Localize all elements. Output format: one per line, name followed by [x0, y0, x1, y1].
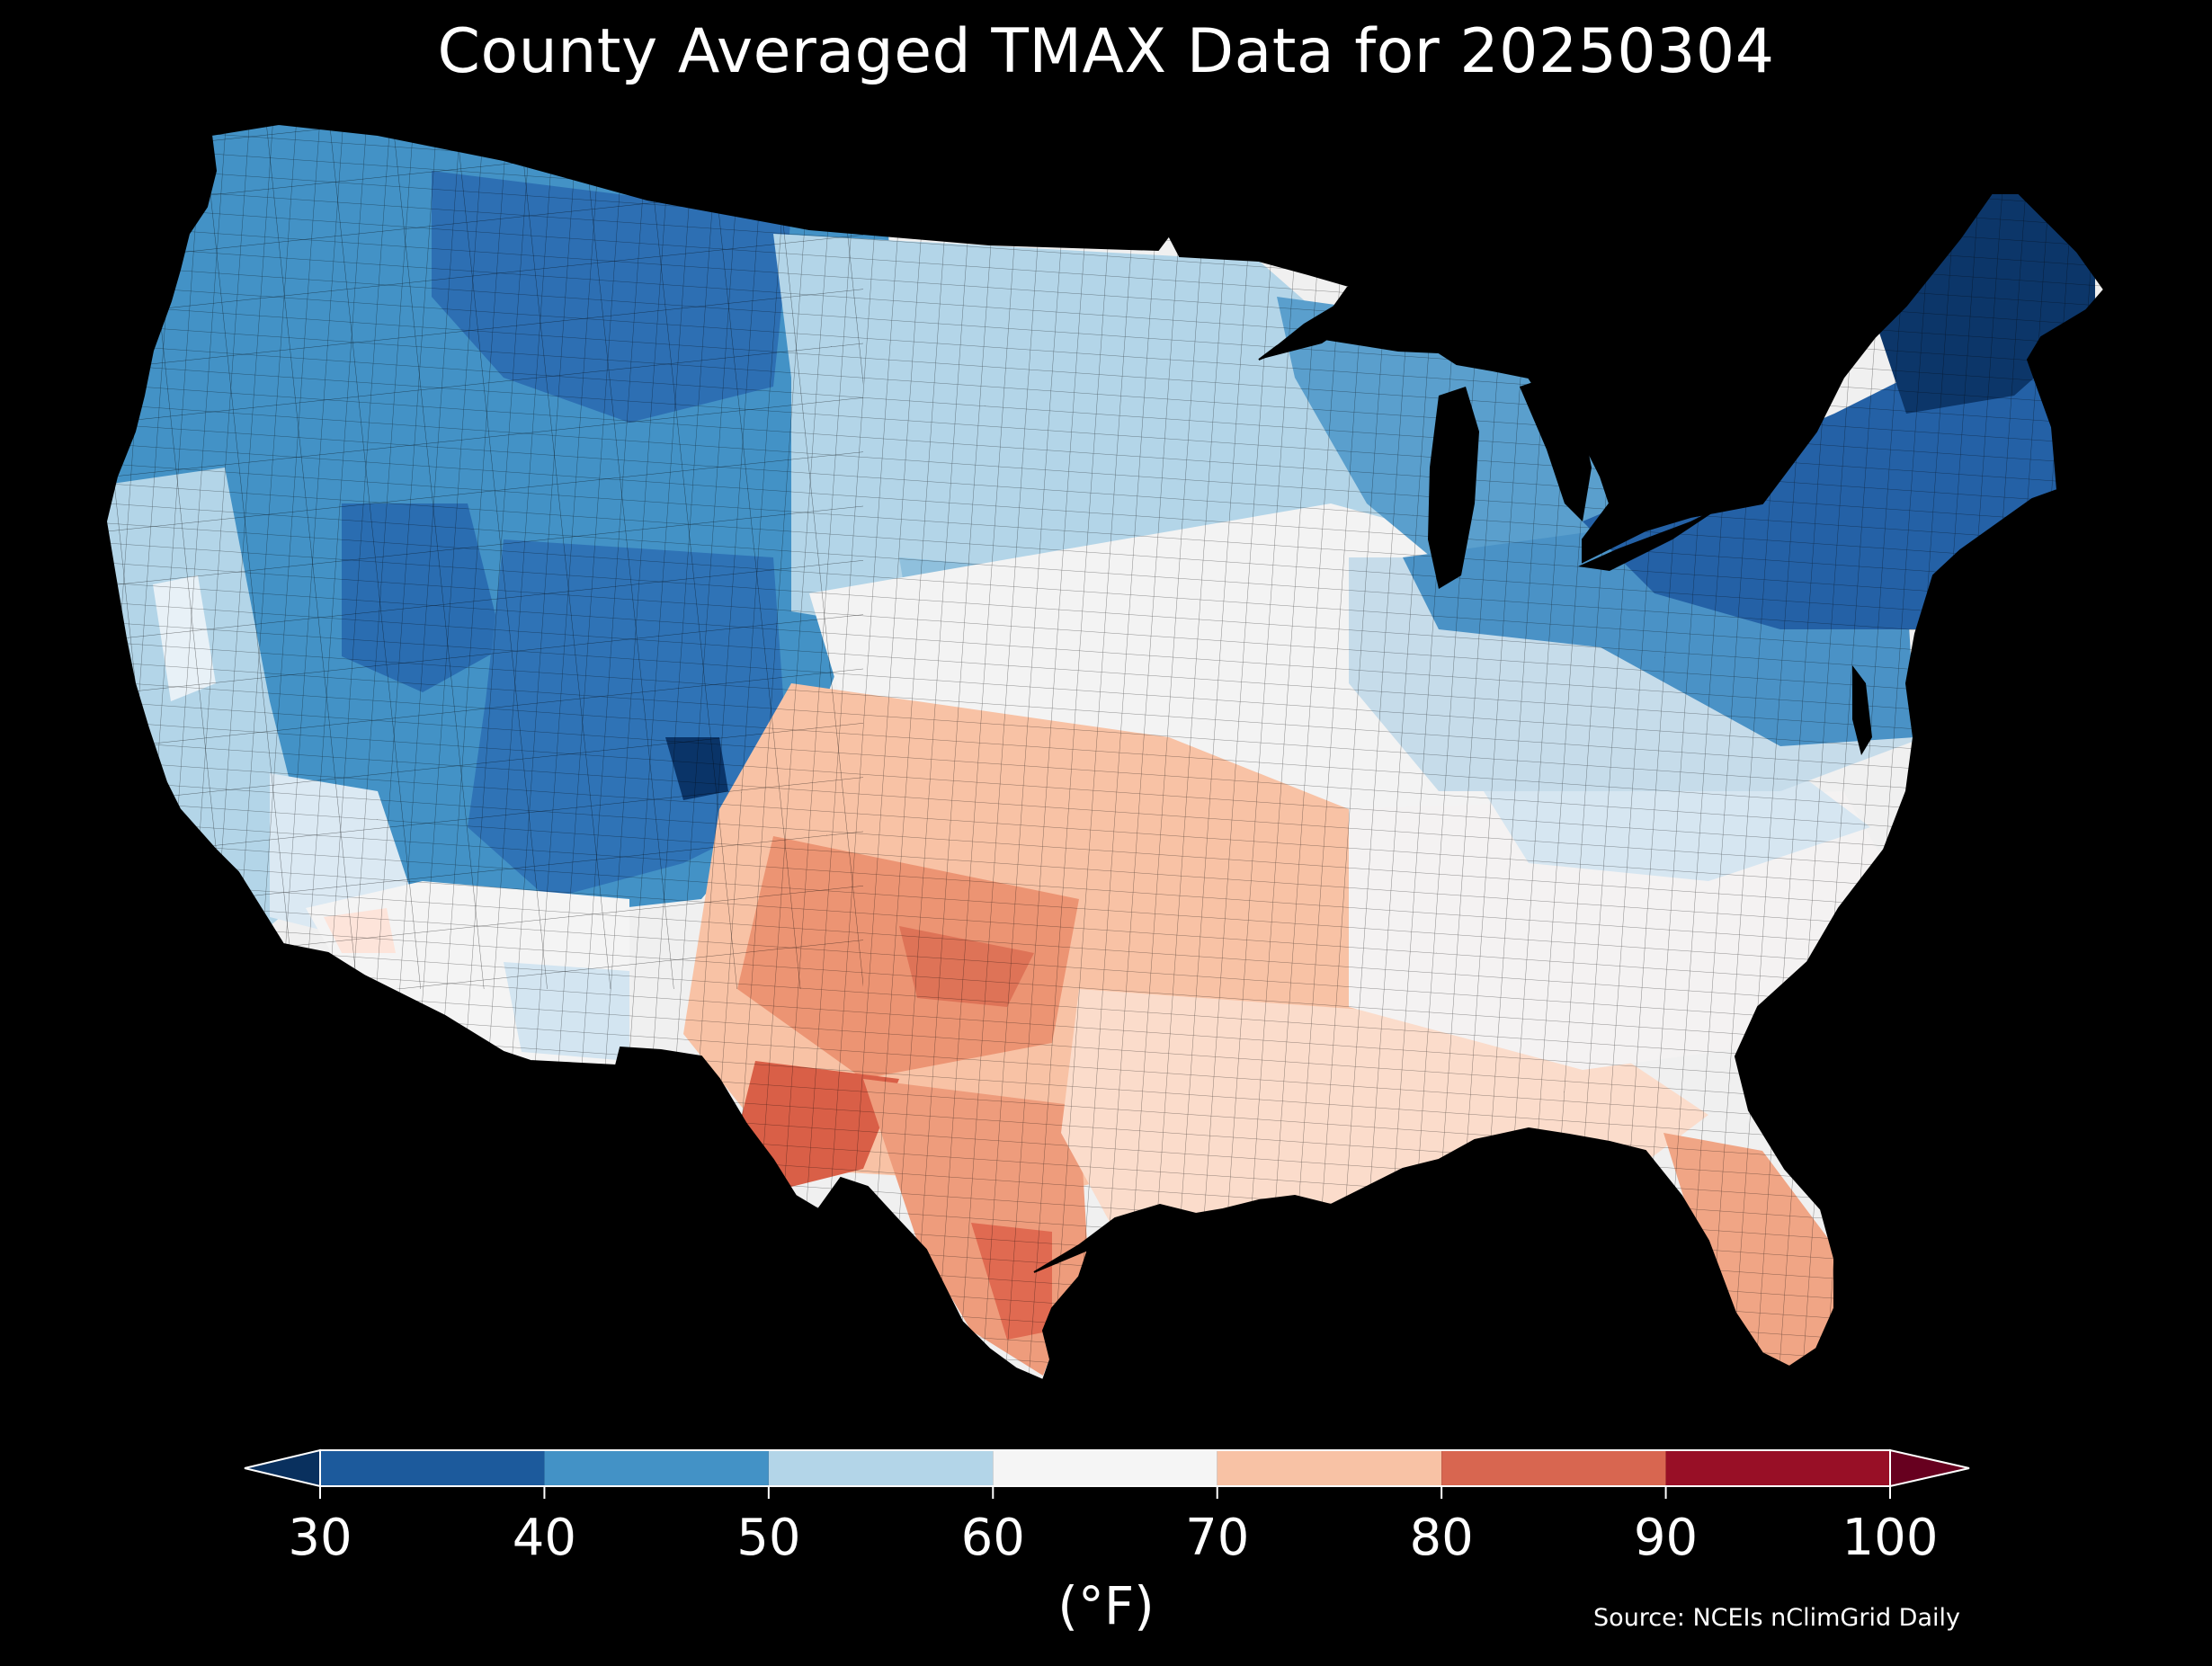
colorbar-bin — [320, 1450, 545, 1486]
colorbar-bins — [320, 1450, 1890, 1486]
colorbar-frame — [319, 1449, 1891, 1487]
colorbar-units-label: (°F) — [1057, 1575, 1155, 1636]
tick-label: 70 — [1185, 1509, 1250, 1567]
lake-erie — [1578, 503, 1726, 571]
chesapeake-bay — [1852, 665, 1872, 755]
tick-label: 40 — [512, 1509, 577, 1567]
tick-label: 30 — [288, 1509, 352, 1567]
tick-label: 50 — [736, 1509, 801, 1567]
tick-label: 80 — [1409, 1509, 1474, 1567]
colorbar-bin — [993, 1450, 1217, 1486]
map-title: County Averaged TMAX Data for 20250304 — [437, 16, 1775, 87]
tick-label: 90 — [1633, 1509, 1699, 1567]
colorbar-bin — [768, 1450, 994, 1486]
colorbar-under-arrow — [244, 1448, 321, 1488]
colorbar-bin — [1441, 1450, 1666, 1486]
lake-huron — [1520, 378, 1592, 521]
source-credit: Source: NCEIs nClimGrid Daily — [1593, 1604, 1960, 1632]
colorbar-over-arrow — [1889, 1448, 1970, 1488]
tick-label: 60 — [960, 1509, 1025, 1567]
lake-michigan — [1428, 387, 1479, 589]
colorbar-bin — [1217, 1450, 1442, 1486]
colorbar-bin — [544, 1450, 769, 1486]
colorbar-bin — [1665, 1450, 1890, 1486]
colorbar-tick-marks — [319, 1486, 1891, 1499]
tick-label: 100 — [1842, 1509, 1939, 1567]
